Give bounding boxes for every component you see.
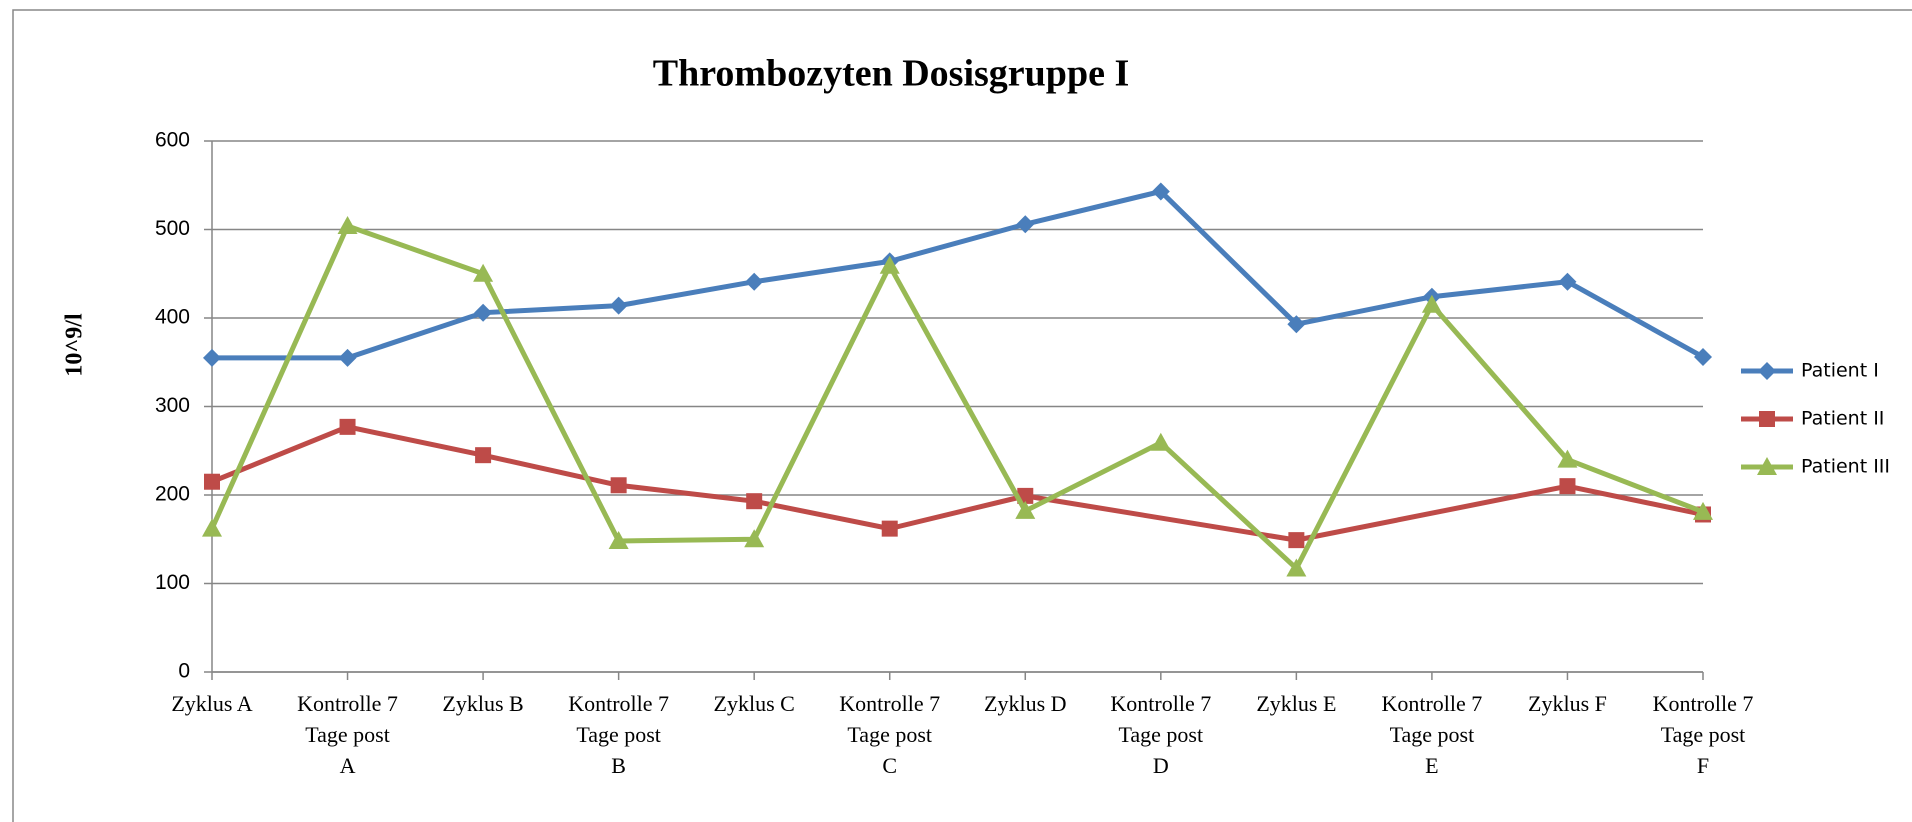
legend-label: Patient III [1801, 456, 1890, 478]
marker [746, 493, 763, 510]
y-tick-label: 400 [155, 306, 190, 329]
y-tick-label: 0 [178, 660, 190, 683]
marker [879, 255, 900, 274]
y-tick-label: 200 [155, 483, 190, 506]
marker [1558, 272, 1577, 291]
marker [610, 477, 627, 494]
x-tick-label: Zyklus D [984, 691, 1067, 716]
x-tick-label: Zyklus C [713, 691, 795, 716]
marker [1015, 500, 1036, 519]
marker [203, 348, 221, 367]
marker [1559, 478, 1576, 495]
marker [745, 272, 764, 291]
legend-label: Patient I [1801, 360, 1879, 382]
chart-title: Thrombozyten Dosisgruppe I [653, 53, 1129, 95]
marker [1757, 457, 1777, 475]
marker [473, 263, 494, 282]
marker [609, 296, 628, 315]
marker [337, 215, 358, 234]
marker [475, 447, 492, 464]
x-tick-label: Zyklus A [171, 691, 253, 716]
y-tick-label: 300 [155, 394, 190, 417]
x-tick-label: Kontrolle 7 Tage post B [568, 691, 670, 778]
marker [1288, 532, 1305, 549]
marker [1758, 362, 1776, 380]
marker [881, 520, 898, 537]
x-tick-label: Zyklus F [1528, 691, 1607, 716]
x-tick-label: Kontrolle 7 Tage post E [1381, 691, 1483, 778]
marker [338, 348, 357, 367]
marker [1150, 432, 1171, 451]
marker [474, 303, 493, 322]
y-tick-label: 500 [155, 217, 190, 240]
x-tick-label: Zyklus E [1256, 691, 1337, 716]
marker [1693, 501, 1713, 520]
marker [1421, 294, 1442, 313]
series-line [209, 223, 1704, 571]
x-tick-label: Kontrolle 7 Tage post D [1110, 691, 1212, 778]
marker [744, 529, 765, 548]
marker [202, 518, 222, 537]
marker [1694, 347, 1712, 366]
marker [1016, 215, 1035, 234]
marker [608, 531, 629, 550]
chart-frame [12, 9, 1912, 822]
x-tick-label: Zyklus B [442, 691, 524, 716]
marker [1151, 182, 1170, 201]
series-line [212, 188, 1705, 361]
series-line [211, 424, 1704, 543]
marker [1759, 411, 1775, 427]
x-tick-label: Kontrolle 7 Tage post F [1652, 691, 1754, 778]
marker [1287, 315, 1306, 334]
marker [204, 473, 220, 490]
x-tick-label: Kontrolle 7 Tage post C [839, 691, 941, 778]
legend-label: Patient II [1801, 408, 1884, 430]
y-tick-label: 600 [155, 129, 190, 152]
y-tick-label: 100 [155, 571, 190, 594]
marker [339, 418, 356, 435]
y-axis-label: 10^9/l [62, 313, 88, 377]
marker [1557, 449, 1578, 468]
marker [1286, 558, 1307, 577]
x-tick-label: Kontrolle 7 Tage post A [297, 691, 398, 778]
